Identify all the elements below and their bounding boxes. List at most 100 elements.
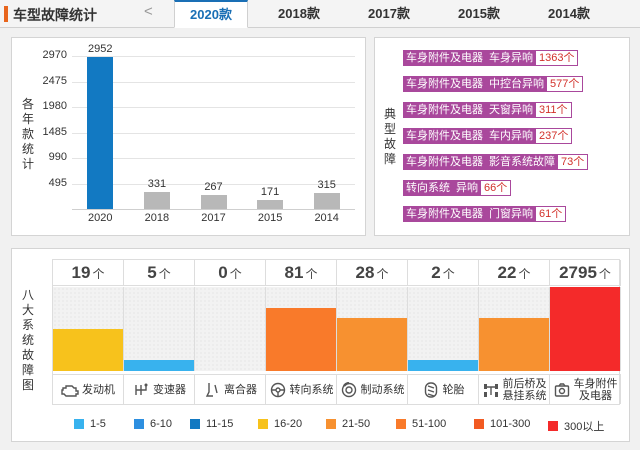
fault-count: 237个 xyxy=(536,128,573,144)
system-label[interactable]: 前后桥及 悬挂系统 xyxy=(479,374,550,404)
fault-count: 66个 xyxy=(481,180,512,196)
system-count: 28 个 xyxy=(337,260,408,286)
y-tick-label: 495 xyxy=(48,177,67,189)
grid-line xyxy=(72,184,355,185)
tire-icon xyxy=(422,381,440,399)
camera-icon xyxy=(553,381,571,399)
system-name: 离合器 xyxy=(224,383,257,396)
legend-swatch xyxy=(134,419,144,429)
grid-line xyxy=(72,56,355,57)
fault-count: 577个 xyxy=(547,76,584,92)
bar-value-label: 331 xyxy=(147,177,167,190)
system-level-bar xyxy=(337,318,407,371)
x-tick-label: 2017 xyxy=(201,212,226,224)
system-count: 19 个 xyxy=(53,260,124,286)
fault-tag: 车内异响 xyxy=(486,128,536,144)
system-level-bar xyxy=(53,329,123,371)
fault-tag: 车身附件及电器 xyxy=(403,128,486,144)
fault-tag: 门窗异响 xyxy=(486,206,536,222)
legend-label: 101-300 xyxy=(490,418,531,430)
bar-2015 xyxy=(257,200,284,209)
system-name: 轮胎 xyxy=(442,383,465,396)
legend-item: 300以上 xyxy=(548,418,604,434)
system-count: 22 个 xyxy=(479,260,550,286)
system-column xyxy=(195,287,266,371)
system-level-bar xyxy=(479,318,549,371)
x-tick-label: 2018 xyxy=(144,212,170,224)
grid-line xyxy=(72,82,355,83)
fault-item[interactable]: 车身附件及电器 影音系统故障 73个 xyxy=(403,154,589,170)
bar-value-label: 315 xyxy=(317,178,336,191)
fault-tag: 中控台异响 xyxy=(486,76,547,92)
system-name: 变速器 xyxy=(153,383,186,396)
fault-tag: 车身附件及电器 xyxy=(403,154,486,170)
system-column xyxy=(408,287,479,371)
engine-icon xyxy=(61,381,79,399)
system-label[interactable]: 轮胎 xyxy=(408,374,479,404)
tab-2018[interactable]: 2018款 xyxy=(278,6,320,21)
legend-item: 101-300 xyxy=(474,418,530,430)
legend-label: 16-20 xyxy=(274,418,303,430)
y-tick-label: 2970 xyxy=(42,49,67,61)
prev-arrow-button[interactable]: < xyxy=(144,3,153,20)
y-tick-label: 990 xyxy=(48,151,67,163)
fault-item[interactable]: 转向系统 异响 66个 xyxy=(403,180,512,196)
system-column xyxy=(337,287,408,371)
fault-tag: 车身附件及电器 xyxy=(403,50,486,66)
system-name: 制动系统 xyxy=(360,383,405,396)
fault-item[interactable]: 车身附件及电器 中控台异响 577个 xyxy=(403,76,584,92)
system-count: 2795 个 xyxy=(550,260,621,286)
bar-2018 xyxy=(143,191,170,209)
system-column xyxy=(53,287,124,371)
bar-2020 xyxy=(87,56,114,209)
legend-item: 16-20 xyxy=(258,418,302,430)
legend-label: 51-100 xyxy=(412,418,447,430)
bar-value-label: 171 xyxy=(260,186,280,199)
fault-tag: 车身附件及电器 xyxy=(403,76,486,92)
x-tick-label: 2020 xyxy=(88,212,113,224)
clutch-icon xyxy=(203,381,221,399)
system-name: 车身附件 及电器 xyxy=(573,377,618,402)
gearshift-icon xyxy=(132,381,150,399)
tab-2015[interactable]: 2015款 xyxy=(458,6,500,21)
fault-tag: 异响 xyxy=(453,180,481,196)
system-level-bar xyxy=(408,360,478,371)
fault-tag: 影音系统故障 xyxy=(486,154,558,170)
legend-swatch xyxy=(396,419,406,429)
tab-2014[interactable]: 2014款 xyxy=(548,6,590,21)
y-tick-label: 1980 xyxy=(42,100,67,112)
steering-wheel-icon xyxy=(269,381,287,399)
system-label[interactable]: 离合器 xyxy=(195,374,266,404)
fault-item[interactable]: 车身附件及电器 车内异响 237个 xyxy=(403,128,573,144)
system-level-bar xyxy=(550,287,620,371)
brake-disc-icon xyxy=(340,381,358,399)
system-column xyxy=(124,287,195,371)
suspension-icon xyxy=(482,381,500,399)
system-level-bar xyxy=(266,308,336,371)
fault-count: 61个 xyxy=(536,206,567,222)
legend-label: 1-5 xyxy=(90,418,106,430)
system-label[interactable]: 车身附件 及电器 xyxy=(550,374,621,404)
fault-item[interactable]: 车身附件及电器 天窗异响 311个 xyxy=(403,102,572,118)
system-label[interactable]: 转向系统 xyxy=(266,374,337,404)
x-tick-label: 2014 xyxy=(314,212,339,224)
system-column xyxy=(550,287,621,371)
system-label[interactable]: 变速器 xyxy=(124,374,195,404)
fault-tag: 车身异响 xyxy=(486,50,536,66)
tab-2020[interactable]: 2020款 xyxy=(174,0,248,28)
system-label[interactable]: 制动系统 xyxy=(337,374,408,404)
system-label[interactable]: 发动机 xyxy=(53,374,124,404)
fault-item[interactable]: 车身附件及电器 车身异响 1363个 xyxy=(403,50,579,66)
system-name: 转向系统 xyxy=(289,383,334,396)
legend-item: 6-10 xyxy=(134,418,172,430)
fault-item[interactable]: 车身附件及电器 门窗异响 61个 xyxy=(403,206,567,222)
legend-item: 1-5 xyxy=(74,418,106,430)
system-name: 发动机 xyxy=(82,383,115,396)
legend-swatch xyxy=(548,421,558,431)
tab-2017[interactable]: 2017款 xyxy=(368,6,410,21)
legend-swatch xyxy=(326,419,336,429)
legend-item: 11-15 xyxy=(190,418,233,430)
y-tick-label: 2475 xyxy=(42,75,67,87)
fault-count: 1363个 xyxy=(536,50,579,66)
